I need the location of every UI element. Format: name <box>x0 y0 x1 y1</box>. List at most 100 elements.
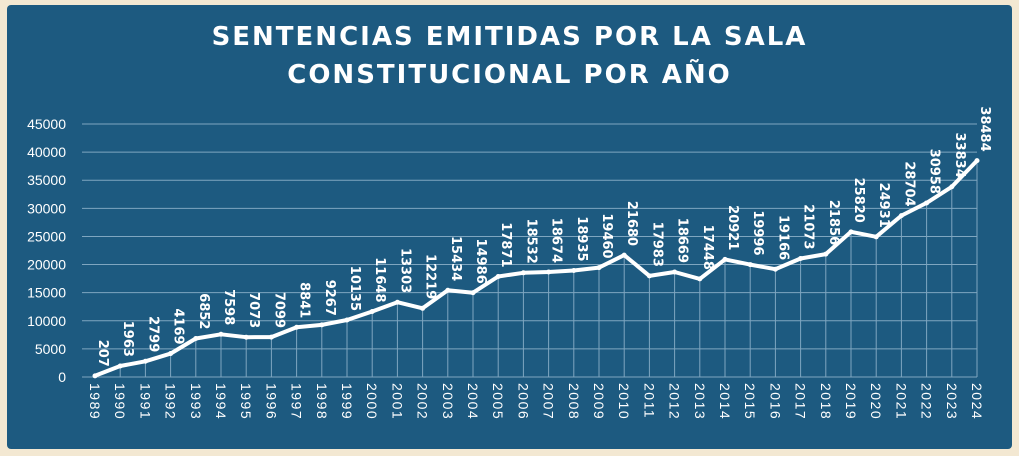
x-tick-label: 1996 <box>263 383 279 420</box>
data-point <box>369 309 375 315</box>
data-point <box>672 269 678 275</box>
series-line-group <box>92 158 980 379</box>
data-label: 8841 <box>297 282 312 318</box>
data-label: 15434 <box>448 236 463 281</box>
x-tick-label: 2001 <box>389 383 405 420</box>
y-tick-label: 25000 <box>27 228 66 244</box>
data-label: 6852 <box>196 293 211 329</box>
x-tick-label: 2004 <box>465 383 481 420</box>
x-tick-label: 2023 <box>944 383 960 420</box>
data-label: 10135 <box>347 266 362 311</box>
data-label: 18669 <box>675 218 690 263</box>
data-label: 17871 <box>498 222 513 267</box>
y-axis-ticks: 0 5000 10000 15000 20000 25000 30000 35000 40000… <box>27 116 66 385</box>
data-label: 13303 <box>397 248 412 293</box>
data-label: 4169 <box>171 308 186 344</box>
data-point <box>546 269 552 275</box>
data-point <box>495 274 501 280</box>
x-tick-label: 1990 <box>112 383 128 420</box>
x-tick-label: 2011 <box>641 383 657 419</box>
data-point <box>646 273 652 279</box>
x-tick-label: 1989 <box>87 383 103 420</box>
data-point <box>294 324 300 330</box>
x-tick-label: 2003 <box>440 383 456 420</box>
x-axis-ticks: 1989 1990 1991 1992 1993 1994 1995 1996 1997 1998… <box>87 383 985 420</box>
data-label: 7598 <box>221 289 236 325</box>
chart-title-line-1: SENTENCIAS EMITIDAS POR LA SALA <box>211 22 808 52</box>
data-point <box>470 290 476 296</box>
x-tick-label: 2013 <box>692 383 708 420</box>
data-label: 28704 <box>901 161 916 206</box>
x-tick-label: 2016 <box>767 383 783 420</box>
data-point <box>92 373 98 379</box>
x-tick-label: 2015 <box>742 383 758 420</box>
data-point <box>142 358 148 364</box>
x-tick-label: 2010 <box>616 383 632 420</box>
x-tick-label: 2002 <box>415 383 431 420</box>
x-tick-label: 1993 <box>188 383 204 420</box>
x-tick-label: 1995 <box>238 383 254 420</box>
data-label: 25820 <box>851 178 866 223</box>
data-point <box>823 251 829 257</box>
x-tick-label: 2009 <box>591 383 607 420</box>
data-label: 7099 <box>271 292 286 328</box>
data-point <box>218 331 224 337</box>
x-tick-label: 2021 <box>893 383 909 420</box>
y-tick-label: 20000 <box>27 257 66 273</box>
data-label: 7073 <box>246 292 261 328</box>
data-point <box>243 334 249 340</box>
data-point <box>873 234 879 240</box>
data-label: 18532 <box>523 219 538 264</box>
data-point <box>848 229 854 235</box>
data-point <box>394 299 400 305</box>
chart-title: SENTENCIAS EMITIDAS POR LA SALA CONSTITU… <box>0 18 1019 94</box>
data-label: 21680 <box>624 201 639 246</box>
data-label: 17983 <box>649 222 664 267</box>
data-label: 30958 <box>927 149 942 194</box>
data-label: 2799 <box>145 316 160 352</box>
data-point <box>520 270 526 276</box>
y-tick-label: 45000 <box>27 116 66 132</box>
data-label: 19996 <box>750 210 765 255</box>
chart-panel <box>7 5 1012 449</box>
series-line <box>93 158 979 378</box>
data-label: 14986 <box>473 239 488 284</box>
data-point <box>949 184 955 190</box>
data-label: 17448 <box>700 225 715 270</box>
data-labels: 207 1963 2799 4169 6852 7598 7073 7099 8841 9267 1… <box>95 106 992 366</box>
data-label: 1963 <box>120 321 135 357</box>
data-point <box>924 200 930 206</box>
y-tick-label: 35000 <box>27 172 66 188</box>
data-label: 19166 <box>775 215 790 260</box>
data-point <box>621 252 627 258</box>
y-tick-label: 15000 <box>27 285 66 301</box>
x-tick-label: 1994 <box>213 383 229 420</box>
gridlines <box>82 123 977 378</box>
x-tick-label: 2008 <box>566 383 582 420</box>
y-tick-label: 30000 <box>27 200 66 216</box>
x-tick-label: 2019 <box>843 383 859 420</box>
data-label: 207 <box>95 340 110 367</box>
data-point <box>420 305 426 311</box>
drop-lines <box>94 160 978 377</box>
y-tick-label: 10000 <box>27 313 66 329</box>
data-label: 18935 <box>574 216 589 261</box>
data-label: 18674 <box>549 218 564 263</box>
data-label: 24931 <box>876 183 891 228</box>
chart-title-line-2: CONSTITUCIONAL POR AÑO <box>287 60 732 90</box>
x-tick-label: 1998 <box>314 383 330 420</box>
y-tick-label: 5000 <box>35 341 66 357</box>
x-tick-label: 2005 <box>490 383 506 420</box>
data-point <box>898 213 904 219</box>
data-point <box>268 334 274 340</box>
data-point <box>168 351 174 357</box>
x-tick-label: 2014 <box>717 383 733 420</box>
data-label: 33834 <box>952 133 967 178</box>
x-tick-label: 2020 <box>868 383 884 420</box>
x-tick-label: 2024 <box>969 383 985 420</box>
data-point <box>974 158 980 164</box>
data-label: 38484 <box>977 106 992 151</box>
x-tick-label: 2006 <box>515 383 531 420</box>
data-point <box>772 266 778 272</box>
